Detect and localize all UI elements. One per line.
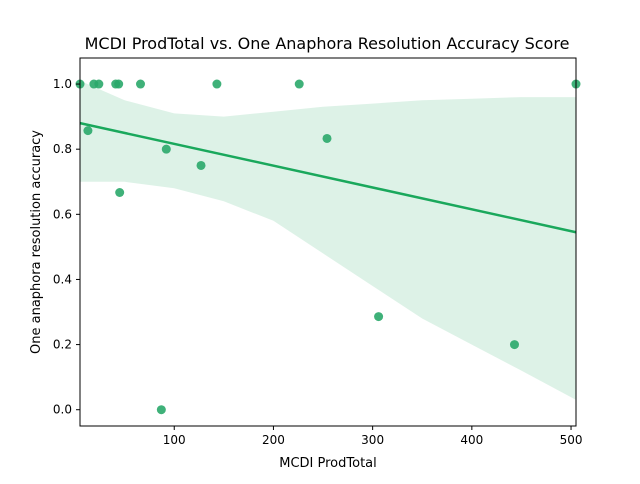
plot-frame [79,57,577,427]
y-tick-label: 0.8 [53,142,72,156]
regression-line [79,121,577,234]
data-point [161,144,171,154]
y-axis-label: One anaphora resolution accuracy [29,130,44,354]
y-tick-label: 1.0 [53,77,72,91]
y-tick-label: 0.0 [53,403,72,417]
data-point [83,126,93,136]
x-tick-label: 500 [560,433,583,447]
data-point [509,340,519,350]
data-point [196,160,206,170]
x-axis-label: MCDI ProdTotal [279,456,377,471]
y-tick-label: 0.2 [53,338,72,352]
data-point [374,312,384,322]
y-tick-label: 0.6 [53,207,72,221]
x-tick-label: 400 [460,433,483,447]
data-point [212,79,222,89]
data-point [156,405,166,415]
x-tick-label: 100 [163,433,186,447]
data-point [115,187,125,197]
x-tick-label: 300 [361,433,384,447]
data-point [294,79,304,89]
confidence-band [80,80,576,400]
data-point [94,79,104,89]
data-point [322,133,332,143]
data-point [136,79,146,89]
x-tick-label: 200 [262,433,285,447]
chart-title: MCDI ProdTotal vs. One Anaphora Resoluti… [85,34,570,53]
y-tick-label: 0.4 [53,272,72,286]
data-point [114,79,124,89]
